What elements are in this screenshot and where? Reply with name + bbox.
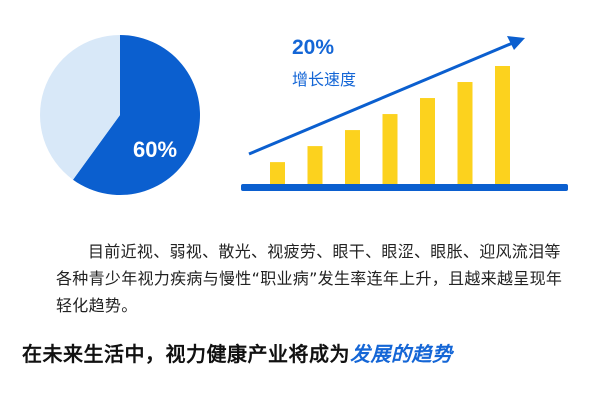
bar (420, 98, 435, 185)
bar (270, 162, 285, 185)
arrow-head-icon (507, 36, 525, 50)
bar (382, 114, 398, 185)
bar-chart (270, 66, 510, 185)
conclusion-highlight: 发展的趋势 (350, 342, 453, 366)
bar (495, 66, 510, 185)
bar (307, 146, 323, 185)
pie-slice (72, 35, 201, 195)
growth-label: 增长速度 (292, 70, 357, 89)
conclusion-text: 在未来生活中，视力健康产业将成为 (22, 342, 350, 366)
pie-slice (40, 35, 120, 180)
bar (457, 82, 473, 185)
pie-label: 60% (133, 137, 177, 162)
growth-value: 20% (292, 36, 335, 59)
bar (345, 130, 360, 185)
pie-chart (40, 35, 201, 195)
trend-arrow (248, 40, 516, 156)
baseline-axis (241, 184, 568, 191)
description-paragraph: 目前近视、弱视、散光、视疲劳、眼干、眼涩、眼胀、迎风流泪等各种青少年视力疾病与慢… (56, 242, 563, 315)
conclusion: 在未来生活中，视力健康产业将成为发展的趋势 (22, 338, 453, 367)
